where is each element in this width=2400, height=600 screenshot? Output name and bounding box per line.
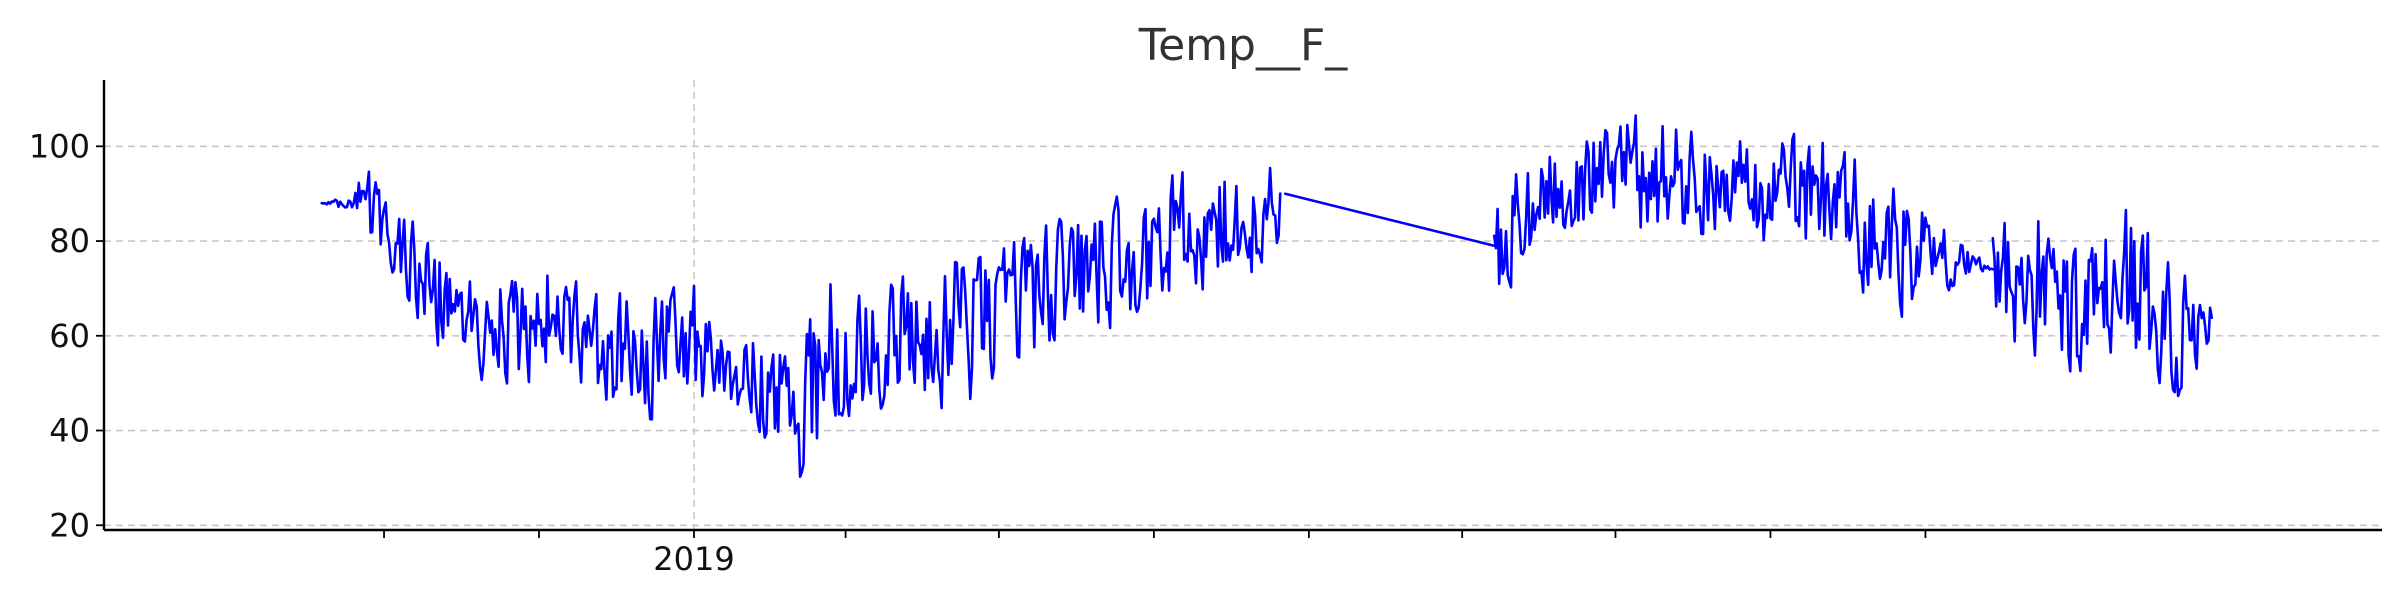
- series-line-segment: [1492, 114, 1995, 318]
- series-line-segment: [1991, 208, 2214, 398]
- series-line-segment: [1284, 192, 1496, 248]
- y-tick-label: 60: [49, 317, 90, 355]
- grid: [104, 80, 2382, 530]
- series-line-segment: [320, 166, 1282, 478]
- data-layer: [320, 114, 2214, 478]
- chart-title: Temp__F_: [1138, 20, 1349, 71]
- y-tick-label: 100: [29, 127, 90, 165]
- y-tick-label: 80: [49, 222, 90, 260]
- x-tick-label: 2019: [653, 540, 734, 578]
- y-tick-label: 20: [49, 506, 90, 544]
- axes: 20 40 60 80 100 2019: [29, 80, 2382, 578]
- y-tick-label: 40: [49, 412, 90, 450]
